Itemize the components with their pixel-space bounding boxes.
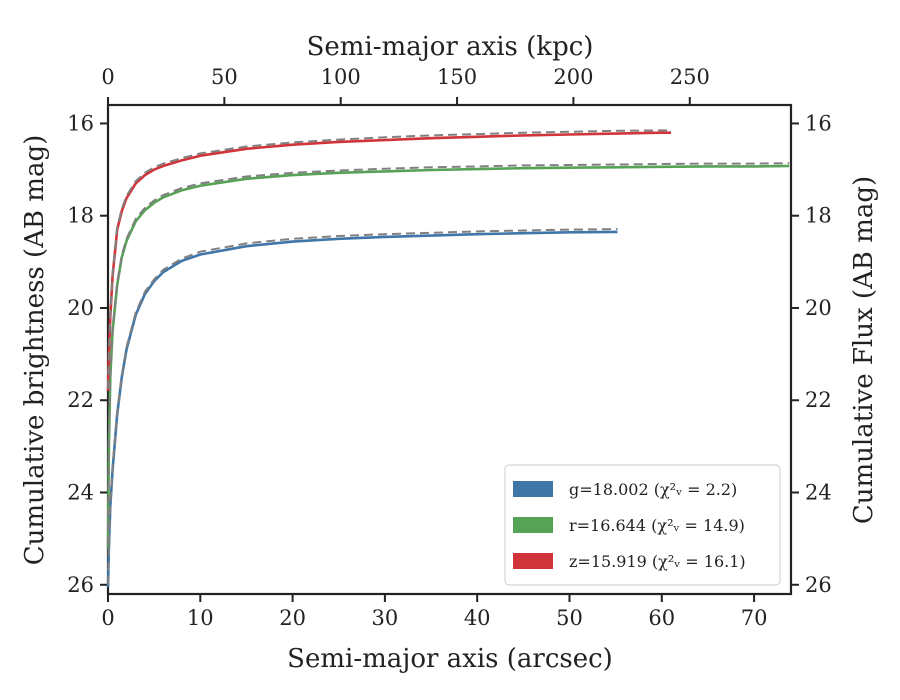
legend-label-g: g=18.002 (χ²ᵥ = 2.2) bbox=[569, 480, 737, 499]
legend-box bbox=[504, 464, 781, 586]
right-y-tick-label: 18 bbox=[805, 204, 832, 228]
y-tick-label: 18 bbox=[67, 204, 94, 228]
top-x-tick-label: 0 bbox=[101, 65, 114, 89]
legend-label-z: z=15.919 (χ²ᵥ = 16.1) bbox=[569, 552, 746, 571]
left-y-ticks: 16 18 20 22 24 26 bbox=[67, 111, 108, 597]
x-tick-label: 40 bbox=[464, 606, 491, 630]
y-tick-label: 20 bbox=[67, 296, 94, 320]
right-y-tick-label: 20 bbox=[805, 296, 832, 320]
y-tick-label: 16 bbox=[67, 111, 94, 135]
x-tick-label: 70 bbox=[741, 606, 768, 630]
right-y-ticks: 16 18 20 22 24 26 bbox=[791, 111, 832, 597]
series-line-r bbox=[106, 164, 790, 548]
top-x-tick-label: 250 bbox=[670, 65, 710, 89]
right-y-tick-label: 22 bbox=[805, 388, 832, 412]
legend: g=18.002 (χ²ᵥ = 2.2) r=16.644 (χ²ᵥ = 14.9… bbox=[504, 464, 781, 586]
top-x-tick-label: 100 bbox=[321, 65, 361, 89]
series-line-z bbox=[106, 131, 671, 392]
right-y-tick-label: 26 bbox=[805, 573, 832, 597]
legend-swatch-g bbox=[513, 481, 553, 497]
x-axis-title: Semi-major axis (arcsec) bbox=[287, 644, 613, 674]
model-curve-z bbox=[107, 129, 671, 389]
right-y-tick-label: 16 bbox=[805, 111, 832, 135]
x-tick-label: 20 bbox=[279, 606, 306, 630]
model-curve-g bbox=[107, 228, 618, 585]
right-y-tick-label: 24 bbox=[805, 481, 832, 505]
legend-swatch-r bbox=[513, 517, 553, 533]
top-x-tick-label: 150 bbox=[437, 65, 477, 89]
bottom-x-ticks: 0 10 20 30 40 50 60 70 bbox=[101, 594, 767, 630]
y-axis-title: Cumulative brightness (AB mag) bbox=[20, 135, 50, 566]
top-x-tick-label: 200 bbox=[553, 65, 593, 89]
series-layer bbox=[106, 129, 790, 588]
y-tick-label: 26 bbox=[67, 573, 94, 597]
x-tick-label: 50 bbox=[556, 606, 583, 630]
right-y-axis-title: Cumulative Flux (AB mag) bbox=[849, 176, 879, 524]
legend-label-r: r=16.644 (χ²ᵥ = 14.9) bbox=[569, 516, 745, 535]
model-curve-r bbox=[107, 162, 790, 546]
x-tick-label: 0 bbox=[101, 606, 114, 630]
top-x-axis-title: Semi-major axis (kpc) bbox=[307, 32, 594, 62]
top-x-ticks: 0 50 100 150 200 250 bbox=[101, 65, 710, 105]
x-tick-label: 60 bbox=[648, 606, 675, 630]
y-tick-label: 22 bbox=[67, 388, 94, 412]
x-tick-label: 10 bbox=[187, 606, 214, 630]
legend-swatch-z bbox=[513, 553, 553, 569]
x-tick-label: 30 bbox=[372, 606, 399, 630]
y-tick-label: 24 bbox=[67, 481, 94, 505]
top-x-tick-label: 50 bbox=[211, 65, 238, 89]
